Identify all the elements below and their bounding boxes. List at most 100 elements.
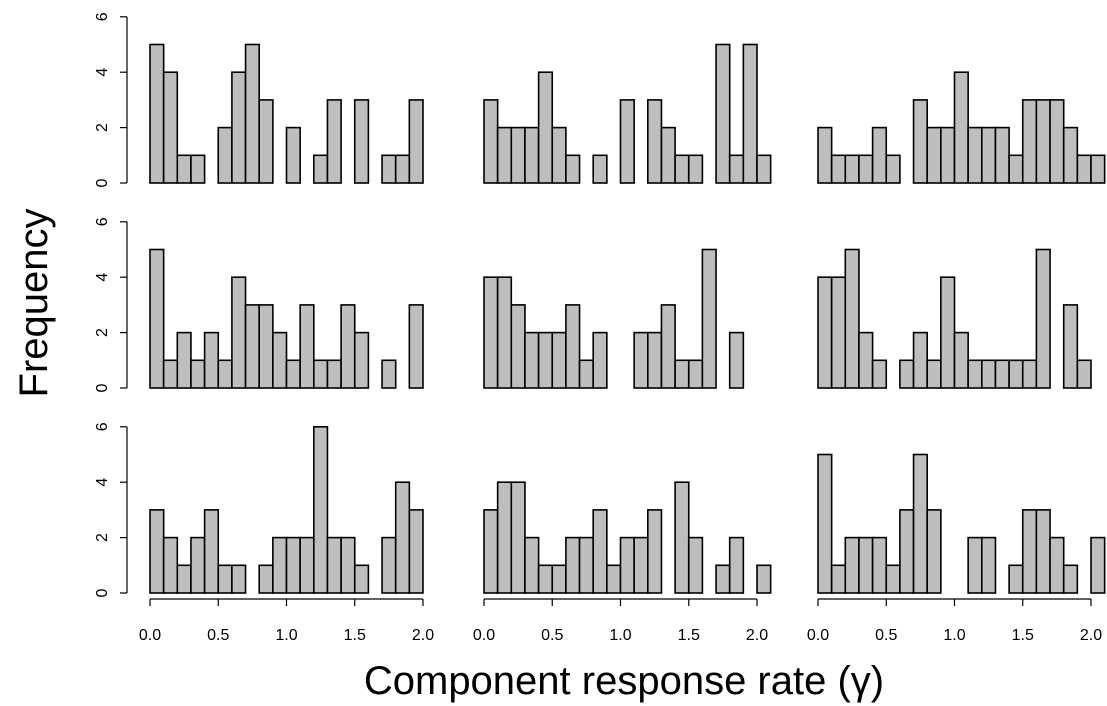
panel-2 <box>483 43 772 184</box>
histogram-bar <box>899 509 915 594</box>
y-tick-label: 4 <box>94 478 111 487</box>
histogram-bar <box>912 331 928 389</box>
histogram-bar <box>1062 564 1079 594</box>
histogram-bar <box>912 453 928 594</box>
panel-9: 0.0 0.5 1.0 1.5 2.0 <box>807 453 1106 644</box>
histogram-bar <box>353 331 370 389</box>
histogram-bar <box>483 276 499 389</box>
histogram-bar <box>203 509 220 594</box>
histogram-bar <box>885 154 901 184</box>
y-tick-label: 0 <box>94 178 111 187</box>
histogram-bar <box>149 43 165 184</box>
histogram-bar <box>953 331 969 389</box>
histogram-bar <box>940 126 956 184</box>
panel-3 <box>817 71 1106 184</box>
histogram-bar <box>408 304 424 389</box>
histogram-bar <box>592 331 608 389</box>
histogram-bar <box>353 99 370 184</box>
histogram-bar <box>830 564 847 594</box>
histogram-bar <box>244 43 261 184</box>
histogram-bar <box>1008 154 1024 184</box>
histogram-bar <box>980 359 997 389</box>
histogram-bar <box>687 154 704 184</box>
histogram-bar <box>871 126 888 184</box>
histogram-bar <box>1035 99 1051 184</box>
histogram-bar <box>340 536 356 594</box>
x-tick-label: 0.0 <box>139 627 161 644</box>
x-tick-label: 0.0 <box>473 627 495 644</box>
x-tick-label: 2.0 <box>746 627 768 644</box>
histogram-bar <box>231 564 247 594</box>
histogram-bar <box>272 536 288 594</box>
histogram-bar <box>176 331 192 389</box>
histogram-bar <box>217 359 233 389</box>
histogram-bar <box>231 276 247 389</box>
histogram-bar <box>285 536 301 594</box>
histogram-bar <box>858 154 874 184</box>
histogram-bar <box>299 536 315 594</box>
histogram-bar <box>149 509 165 594</box>
histogram-bar <box>844 154 860 184</box>
histogram-bar <box>646 99 663 184</box>
histogram-bar <box>565 536 581 594</box>
histogram-bar <box>633 536 649 594</box>
histogram-bar <box>1076 359 1092 389</box>
histogram-bar <box>496 481 513 594</box>
plot-layer: 0 2 4 6 0 2 4 6 0 2 4 6 0.0 0.5 1.0 1.5 2.0 0.0 0.5 1.0 1.5 2… <box>94 12 1106 644</box>
histogram-bar <box>994 126 1010 184</box>
histogram-bar <box>551 564 567 594</box>
histogram-bar <box>524 536 540 594</box>
x-tick-label: 2.0 <box>412 627 434 644</box>
histogram-bar <box>844 248 860 389</box>
panel-7: 0 2 4 6 0.0 0.5 1.0 1.5 2.0 <box>94 422 434 644</box>
x-tick-label: 1.5 <box>344 627 366 644</box>
x-tick-label: 0.0 <box>807 627 829 644</box>
histogram-bar <box>326 99 342 184</box>
histogram-bar <box>340 304 356 389</box>
histogram-bar <box>728 536 745 594</box>
x-axis-title: Component response rate (γ) <box>364 659 884 703</box>
histogram-bar <box>715 43 731 184</box>
histogram-bar <box>646 509 663 594</box>
histogram-bar <box>272 331 288 389</box>
histogram-bar <box>1062 126 1079 184</box>
histogram-bar <box>537 331 554 389</box>
histogram-bar <box>149 248 165 389</box>
histogram-bar <box>408 99 424 184</box>
y-tick-label: 6 <box>94 12 111 21</box>
histogram-bar <box>496 126 513 184</box>
histogram-bar <box>312 359 329 389</box>
histogram-bar <box>176 564 192 594</box>
x-tick-label: 2.0 <box>1080 627 1102 644</box>
histogram-bar <box>1090 154 1106 184</box>
histogram-bar <box>483 99 499 184</box>
histogram-bar <box>510 126 526 184</box>
histogram-bar <box>1090 536 1106 594</box>
histogram-bar <box>565 304 581 389</box>
x-tick-label: 1.0 <box>943 627 965 644</box>
y-tick-label: 2 <box>94 123 111 132</box>
histogram-bar <box>176 154 192 184</box>
y-tick-label: 2 <box>94 533 111 542</box>
panel-1: 0 2 4 6 <box>94 12 424 187</box>
histogram-bar <box>912 99 928 184</box>
histogram-bar <box>326 359 342 389</box>
y-tick-label: 6 <box>94 422 111 431</box>
histogram-bar <box>190 359 206 389</box>
panel-4: 0 2 4 6 <box>94 217 424 392</box>
histogram-bar <box>394 154 411 184</box>
histogram-bar <box>299 304 315 389</box>
histogram-bar <box>926 126 942 184</box>
histogram-bar <box>1021 359 1038 389</box>
histogram-bar <box>1008 564 1024 594</box>
x-tick-label: 0.5 <box>541 627 563 644</box>
histogram-bar <box>858 331 874 389</box>
histogram-bar <box>244 304 261 389</box>
histogram-bar <box>578 536 594 594</box>
x-tick-label: 1.0 <box>609 627 631 644</box>
x-tick-label: 0.5 <box>875 627 897 644</box>
x-tick-label: 1.5 <box>678 627 700 644</box>
histogram-bar <box>258 304 274 389</box>
histogram-bar <box>1062 304 1079 389</box>
histogram-bar <box>217 126 233 184</box>
